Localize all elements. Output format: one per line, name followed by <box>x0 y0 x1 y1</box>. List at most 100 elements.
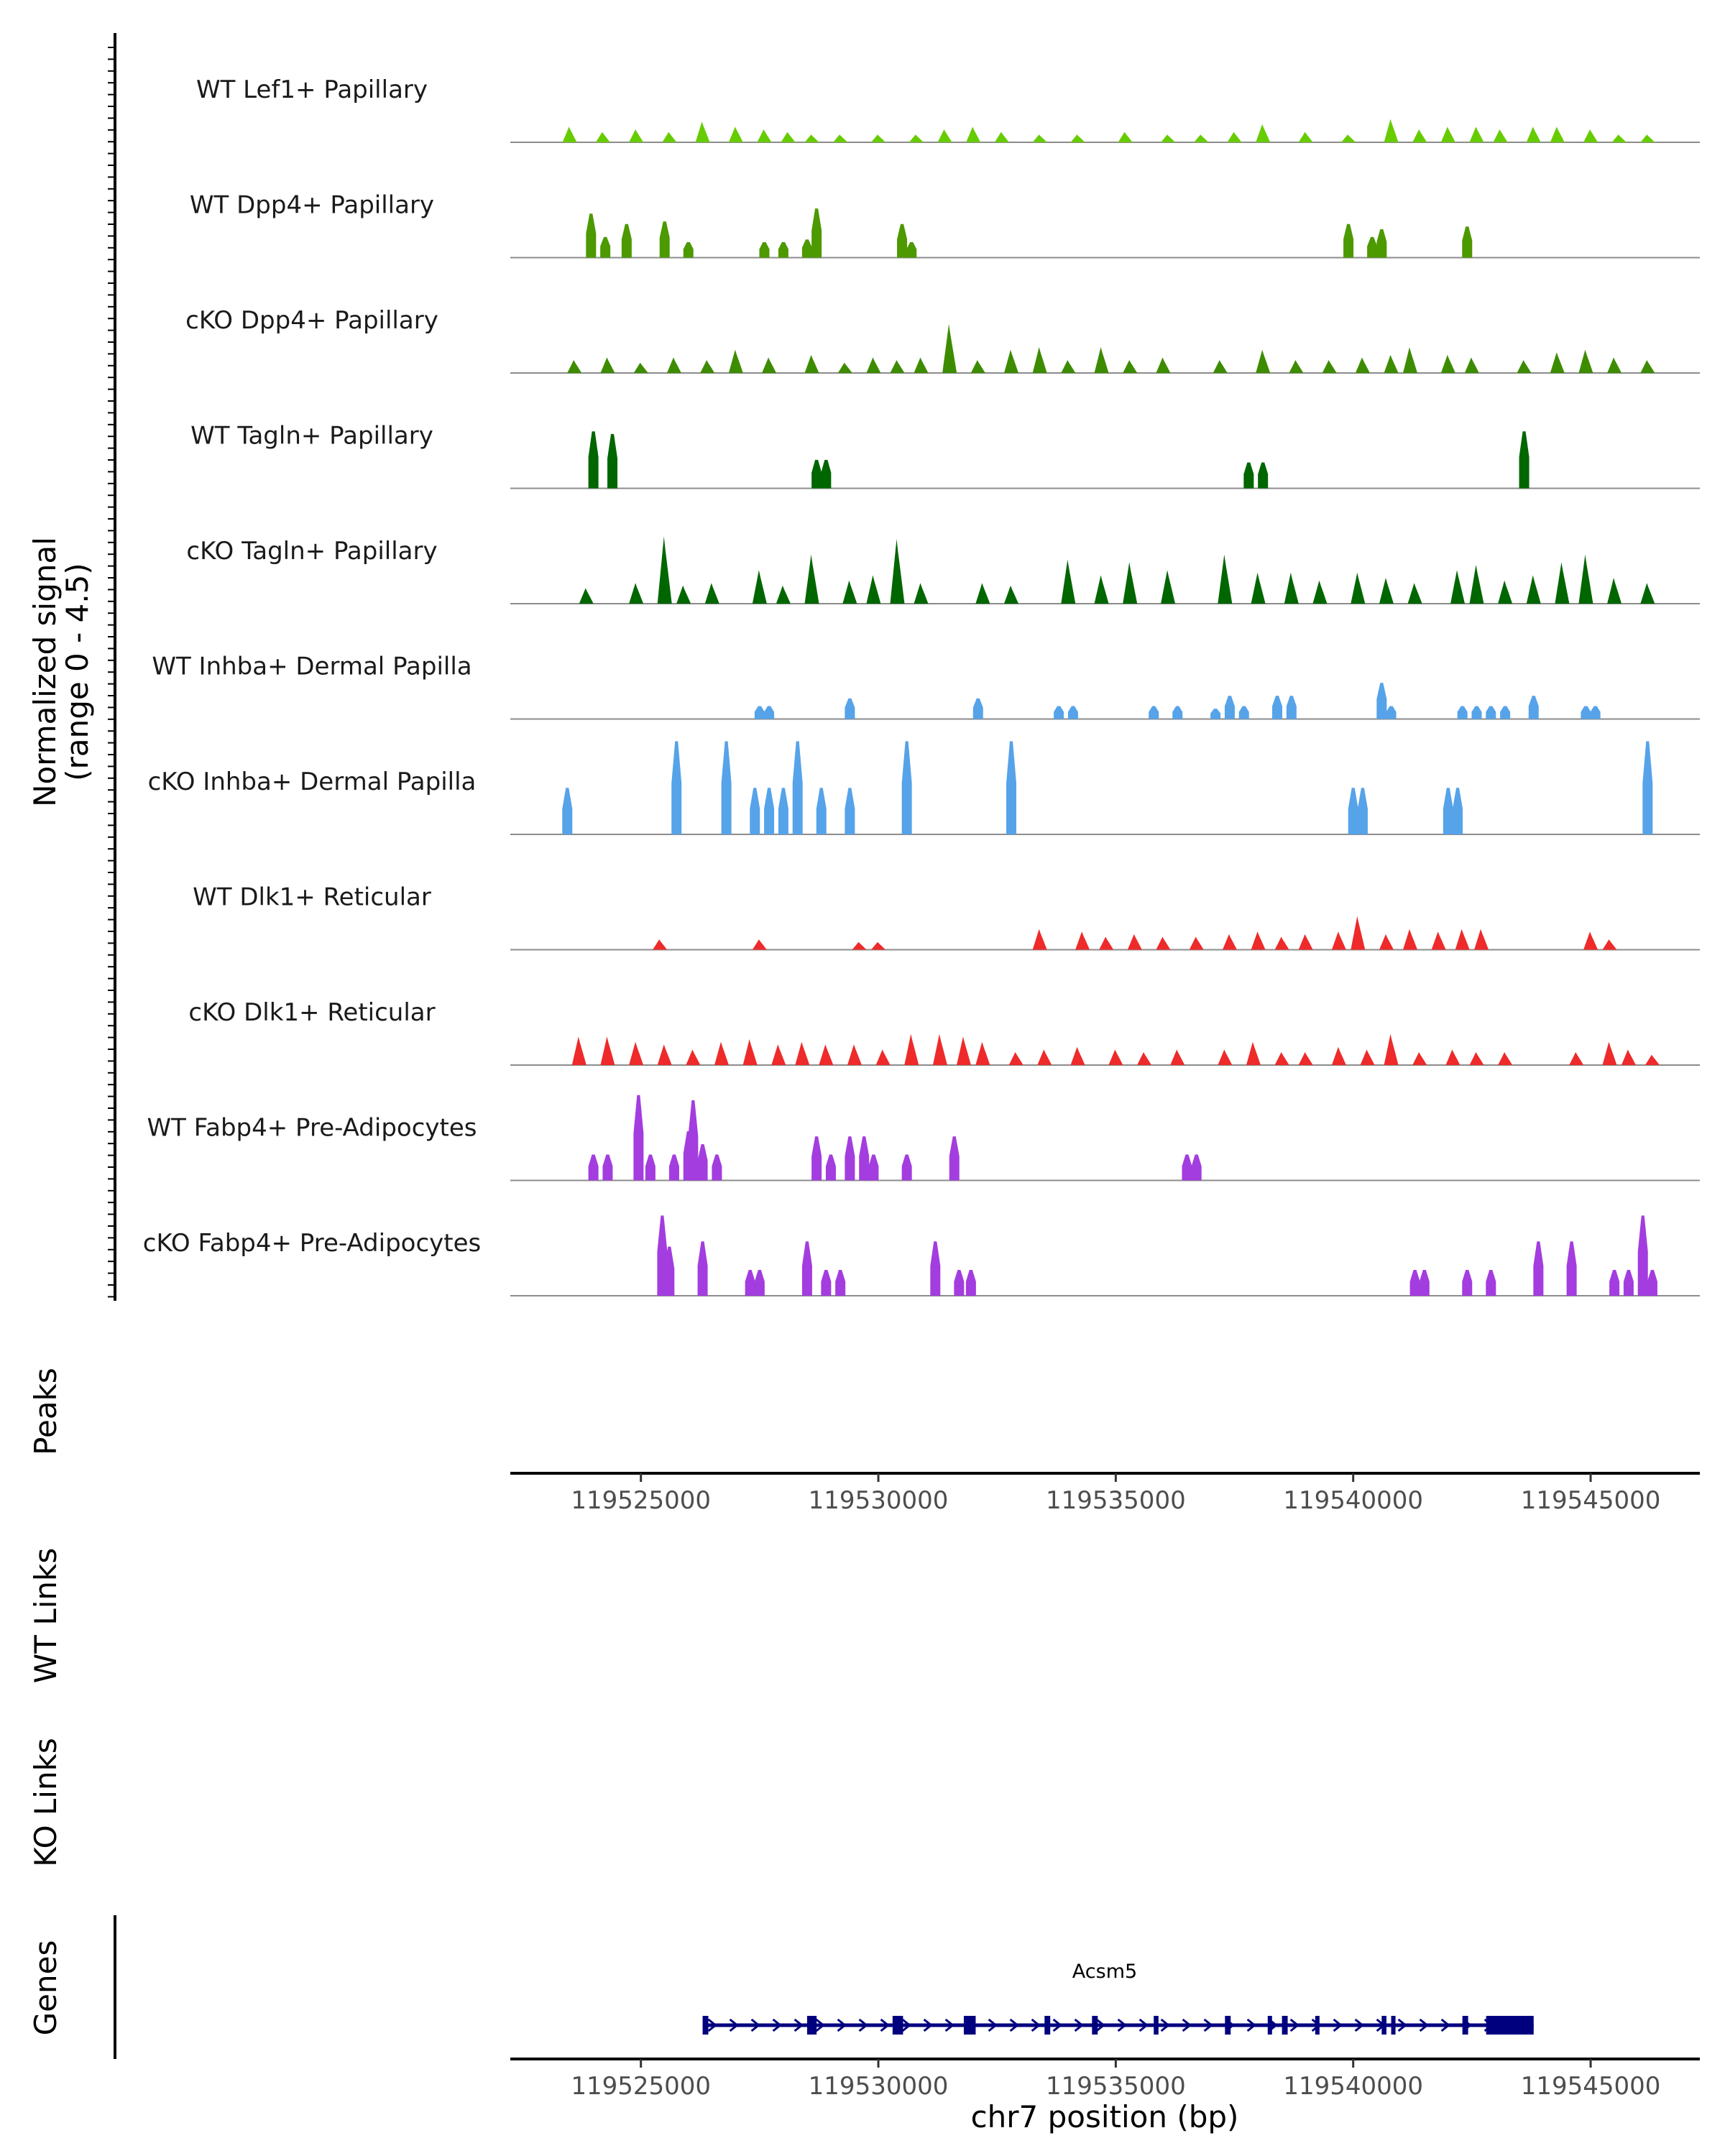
coverage-ylabel-line2: (range 0 - 4.5) <box>60 563 95 781</box>
peak-19 <box>1156 357 1171 373</box>
peak-13 <box>932 1033 947 1065</box>
peak-17 <box>1191 1154 1202 1181</box>
x-tick-label: 119530000 <box>809 2072 949 2101</box>
peak-24 <box>1384 119 1399 142</box>
strand-arrow <box>750 2018 760 2032</box>
peak-6 <box>688 1100 699 1181</box>
peak-5 <box>1075 931 1090 950</box>
strand-arrow <box>1074 2018 1084 2032</box>
peak-18 <box>1500 706 1511 719</box>
peak-14 <box>1386 706 1397 719</box>
peak-7 <box>1172 706 1183 719</box>
peak-2 <box>621 224 632 258</box>
peak-2 <box>629 129 644 142</box>
x-tick-label: 119545000 <box>1521 1486 1661 1515</box>
peak-4 <box>683 241 694 258</box>
peak-28 <box>1493 129 1508 142</box>
peak-29 <box>1517 360 1532 373</box>
peak-27 <box>1360 1049 1375 1065</box>
peak-10 <box>871 134 886 142</box>
peak-23 <box>1322 360 1337 373</box>
peak-1 <box>629 583 644 604</box>
track-label: cKO Dlk1+ Reticular <box>188 998 435 1027</box>
track-3: WT Tagln+ Papillary <box>190 422 1700 489</box>
peak-12 <box>904 1033 919 1065</box>
peak-10 <box>1222 934 1237 950</box>
exon-11 <box>1381 2016 1386 2035</box>
peak-2 <box>633 362 648 373</box>
peak-2 <box>697 1241 708 1296</box>
peak-2 <box>633 1095 644 1181</box>
peak-4 <box>686 1049 701 1065</box>
track-label: cKO Tagln+ Papillary <box>186 537 437 566</box>
peak-17 <box>1118 132 1133 142</box>
peak-3 <box>821 459 832 489</box>
x-tick-label: 119540000 <box>1283 2072 1423 2101</box>
peak-3 <box>645 1154 656 1181</box>
peak-13 <box>1004 585 1019 604</box>
gene-name-label: Acsm5 <box>1072 1961 1137 1983</box>
peak-33 <box>1640 134 1655 142</box>
peak-22 <box>1602 939 1617 950</box>
peak-16 <box>1182 1154 1192 1181</box>
track-label: cKO Dpp4+ Papillary <box>185 306 438 335</box>
strand-arrow <box>858 2018 868 2032</box>
peak-30 <box>1550 352 1565 373</box>
peak-11 <box>1409 1270 1420 1296</box>
peak-12 <box>942 323 957 373</box>
peak-5 <box>1258 462 1269 489</box>
peak-33 <box>1569 1052 1584 1065</box>
peak-6 <box>757 129 772 142</box>
peak-14 <box>1453 788 1463 834</box>
genes-label: Genes <box>28 1940 63 2036</box>
peak-2 <box>845 698 855 719</box>
peak-19 <box>1637 1215 1648 1296</box>
peak-0 <box>579 588 594 604</box>
strand-arrow <box>923 2018 933 2032</box>
peak-4 <box>695 121 710 142</box>
peak-1 <box>600 236 611 258</box>
peak-25 <box>1298 1052 1313 1065</box>
peak-14 <box>956 1036 971 1065</box>
strand-arrow <box>1419 2018 1429 2032</box>
peak-8 <box>845 788 855 834</box>
peak-27 <box>1469 126 1484 142</box>
peak-15 <box>1642 741 1653 834</box>
strand-arrow <box>729 2018 739 2032</box>
peak-10 <box>906 241 917 258</box>
x-tick-label: 119535000 <box>1046 1486 1186 1515</box>
peak-28 <box>1464 357 1479 373</box>
peak-9 <box>954 1270 965 1296</box>
peak-24 <box>1274 1052 1289 1065</box>
peak-22 <box>1218 1049 1233 1065</box>
peak-13 <box>1462 1270 1473 1296</box>
peak-10 <box>825 1154 836 1181</box>
peak-6 <box>821 1270 832 1296</box>
peak-32 <box>1611 134 1627 142</box>
peak-22 <box>1298 132 1313 142</box>
track-9: WT Fabp4+ Pre-Adipocytes <box>147 1095 1700 1181</box>
peak-10 <box>890 360 905 373</box>
peak-17 <box>1486 706 1496 719</box>
peak-21 <box>1256 124 1271 142</box>
strand-arrow <box>901 2018 911 2032</box>
peak-4 <box>754 1270 765 1296</box>
peak-26 <box>1440 126 1455 142</box>
peak-23 <box>1379 578 1394 604</box>
peak-0 <box>588 1154 599 1181</box>
track-label: WT Lef1+ Papillary <box>196 75 428 104</box>
peak-10 <box>1238 706 1249 719</box>
peak-10 <box>965 1270 976 1296</box>
peak-12 <box>1286 696 1297 719</box>
peak-11 <box>845 1136 855 1181</box>
peak-9 <box>866 357 881 373</box>
peak-15 <box>1032 347 1047 373</box>
peak-7 <box>771 1044 786 1065</box>
peak-8 <box>842 580 857 604</box>
peak-18 <box>1623 1270 1634 1296</box>
peak-1 <box>595 132 610 142</box>
x-tick-label: 119525000 <box>571 2072 711 2101</box>
peak-0 <box>571 1036 586 1065</box>
strand-arrow <box>944 2018 954 2032</box>
peak-16 <box>1566 1241 1577 1296</box>
